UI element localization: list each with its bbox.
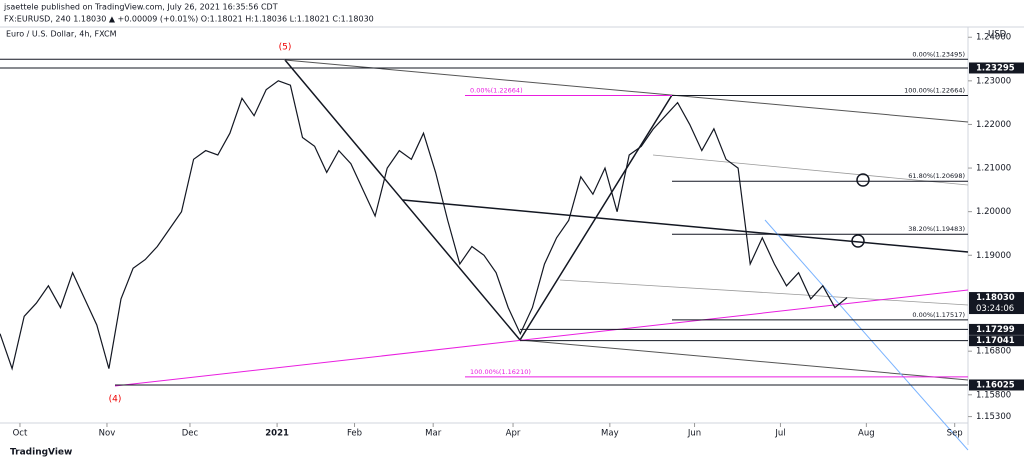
y-tick-label: 1.16800 [976,347,1011,357]
x-tick-label: Jun [687,429,701,439]
level-label: 0.00%(1.22664) [470,86,523,94]
target-circle [851,234,865,248]
y-tick-label: 1.21000 [976,164,1011,174]
footer-logo: TradingView [10,448,72,458]
axis-unit: USD [988,30,1007,40]
y-tick-label: 1.15300 [976,412,1011,422]
wave-label: (5) [279,43,292,53]
x-tick-label: 2021 [265,429,289,439]
level-label: 0.00%(1.17517) [912,311,965,319]
countdown-label: 03:24:06 [976,304,1014,314]
x-tick-label: Dec [182,429,199,439]
trendline [652,154,969,186]
y-tick-label: 1.24000 [976,33,1011,43]
x-tick-label: May [601,429,619,439]
trendline [559,279,969,306]
trendline [402,199,969,253]
y-tick-label: 1.20000 [976,207,1011,217]
chart-title: Euro / U.S. Dollar, 4h, FXCM [6,30,117,39]
y-tick-label: 1.15800 [976,390,1011,400]
level-label: 0.00%(1.23495) [912,50,965,58]
price-label-box [969,292,1024,315]
x-tick-label: Oct [13,429,28,439]
price-line [0,80,848,371]
publisher-line: jsaettele published on TradingView.com, … [3,3,278,12]
level-label: 38.20%(1.19483) [908,225,965,233]
price-label-box [969,323,1024,335]
y-tick-label: 1.22000 [976,120,1011,130]
level-label: 100.00%(1.16210) [470,368,531,376]
x-tick-label: Sep [947,429,963,439]
price-label: 1.18030 [976,293,1015,303]
price-label: 1.17041 [976,336,1015,346]
price-label: 1.17299 [976,325,1015,335]
x-tick-label: Apr [506,429,521,439]
price-label-box [969,335,1024,347]
y-tick-label: 1.23000 [976,76,1011,86]
target-circle [856,173,870,187]
trendlines [114,59,969,451]
trendline [114,289,969,387]
x-tick-label: Mar [425,429,442,439]
x-tick-label: Feb [347,429,362,439]
x-tick-label: Aug [858,429,875,439]
x-tick-label: Nov [99,429,116,439]
trendline [284,59,969,123]
y-tick-label: 1.19000 [976,251,1011,261]
symbol-line: FX:EURUSD, 240 1.18030 ▲ +0.00009 (+0.01… [4,15,374,24]
trendline [764,219,969,451]
price-label: 1.23295 [976,63,1015,73]
trendline [519,339,969,381]
price-label-box [969,62,1024,74]
wave-label: (4) [109,395,122,405]
price-label: 1.16025 [976,380,1015,390]
price-label-box [969,379,1024,391]
x-tick-label: Jul [774,429,785,439]
level-label: 61.80%(1.20698) [908,172,965,180]
level-label: 100.00%(1.22664) [904,86,965,94]
